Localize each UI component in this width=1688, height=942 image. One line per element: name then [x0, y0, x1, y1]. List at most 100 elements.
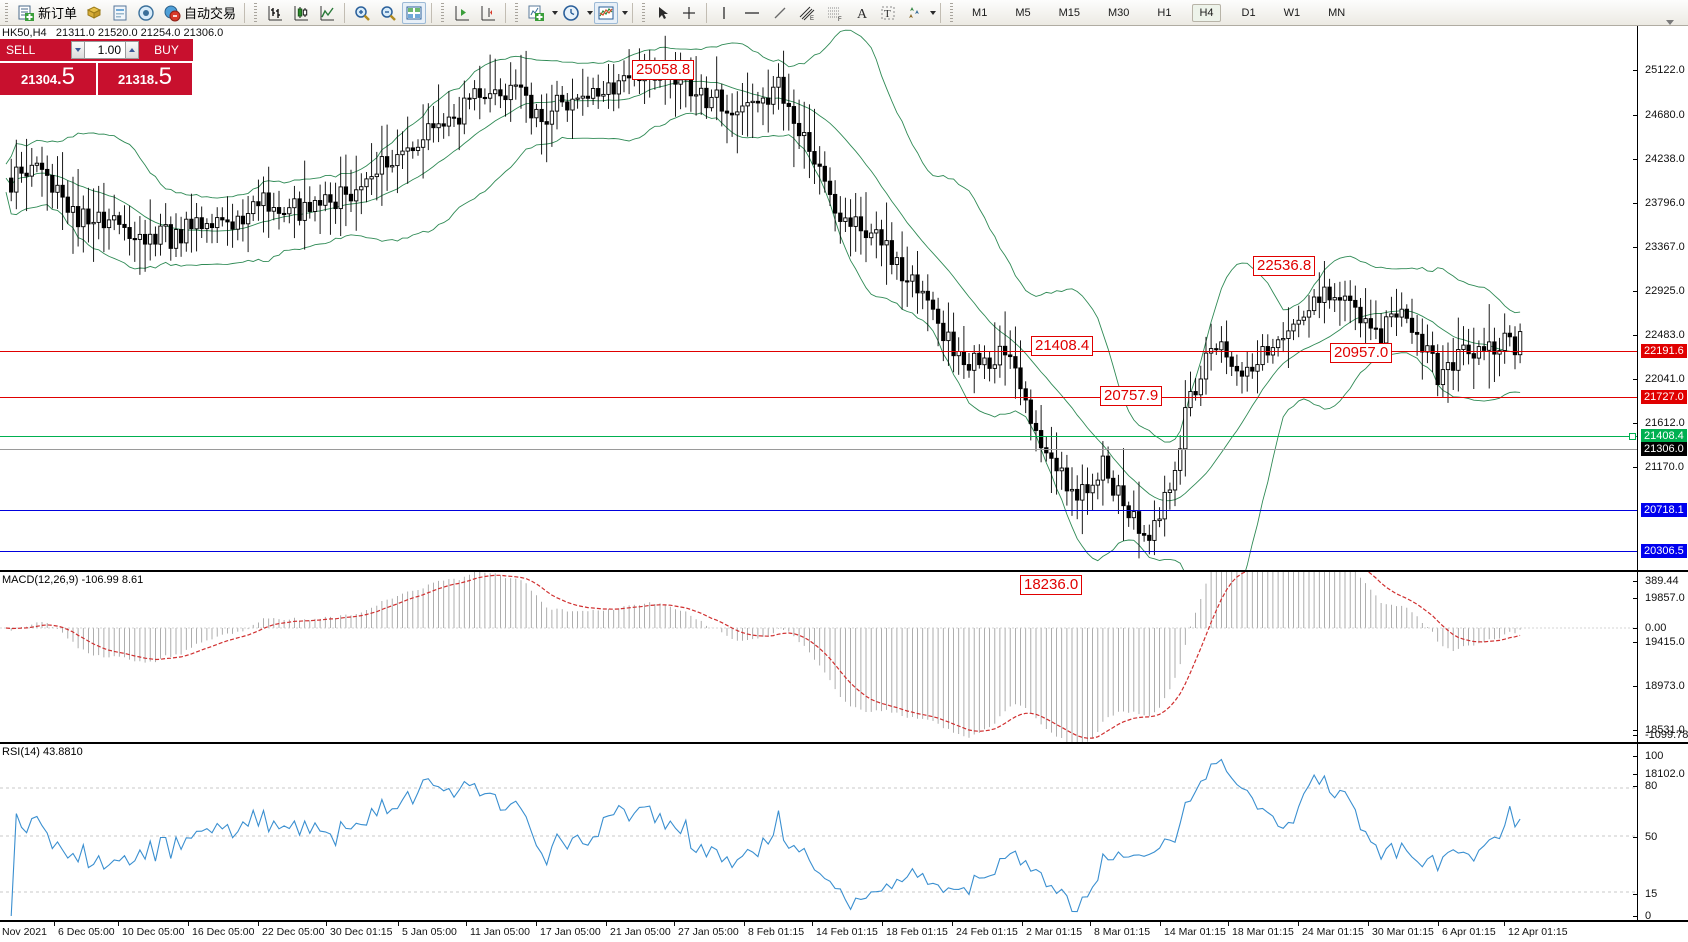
level-line[interactable] [0, 510, 1637, 511]
timeframe-m30[interactable]: M30 [1108, 6, 1130, 19]
toolbar-divider-5 [632, 2, 634, 23]
rsi-axis-label: 80 [1645, 780, 1658, 792]
chart-shift-icon[interactable] [450, 2, 474, 24]
grid-icon[interactable] [402, 1, 427, 24]
price-marker-red[interactable]: 21727.0 [1641, 390, 1687, 404]
price-marker-blue[interactable]: 20306.5 [1641, 544, 1687, 558]
price-axis-label: 24680.0 [1645, 109, 1685, 121]
price-annotation[interactable]: 20757.9 [1100, 386, 1163, 406]
timeframe-d1[interactable]: D1 [1241, 6, 1256, 19]
objects-dropdown-icon[interactable] [930, 10, 937, 15]
auto-scroll-icon[interactable] [476, 2, 500, 24]
time-axis-tick [1160, 922, 1161, 926]
main-toolbar: 新订单 [0, 0, 1688, 26]
price-axis-tick [1633, 598, 1637, 599]
sell-price[interactable]: 21304 . 5 [0, 61, 96, 95]
indicators-icon[interactable] [524, 2, 548, 24]
price-axis-tick [1633, 467, 1637, 468]
price-marker-black[interactable]: 21306.0 [1641, 442, 1687, 456]
periods-dropdown-icon[interactable] [587, 10, 594, 15]
toolbar-grip-4[interactable] [513, 2, 521, 23]
crosshair-icon[interactable] [677, 2, 701, 24]
level-line[interactable] [0, 449, 1637, 450]
templates-dropdown-icon[interactable] [622, 10, 629, 15]
zoom-out-icon[interactable] [376, 2, 400, 24]
bar-chart-icon[interactable] [263, 2, 287, 24]
rsi-axis-label: 50 [1645, 831, 1658, 843]
level-line[interactable] [0, 436, 1637, 437]
time-axis-tick [118, 922, 119, 926]
svg-text:E: E [810, 16, 814, 22]
timeframe-w1[interactable]: W1 [1283, 6, 1301, 19]
toolbar-grip-3[interactable] [439, 2, 447, 23]
level-line[interactable] [0, 351, 1637, 352]
svg-text:T: T [884, 8, 891, 20]
toolbar-grip[interactable] [3, 2, 10, 23]
indicators-dropdown-icon[interactable] [552, 10, 559, 15]
market-watch-icon[interactable]: 自动交易 [160, 2, 239, 24]
macd-plot[interactable] [0, 572, 1688, 742]
candlestick-chart-icon[interactable] [289, 2, 313, 24]
trendline-icon[interactable] [768, 2, 792, 24]
time-axis-label: 22 Dec 05:00 [262, 926, 325, 938]
price-marker-green[interactable]: 21408.4 [1641, 429, 1687, 443]
cursor-icon[interactable] [651, 2, 675, 24]
timeframe-m15[interactable]: M15 [1058, 6, 1080, 19]
buy-price-dot: . [154, 71, 159, 88]
horizontal-line-icon[interactable] [738, 2, 766, 24]
data-window-icon[interactable] [108, 2, 132, 24]
objects-list-icon[interactable] [902, 2, 926, 24]
navigator-icon[interactable] [134, 2, 158, 24]
price-annotation[interactable]: 20957.0 [1330, 343, 1393, 363]
volume-decrement-icon[interactable] [71, 41, 85, 59]
time-axis-tick [1228, 922, 1229, 926]
one-click-trading-panel[interactable]: SELL 1.00 BUY 21304 . 5 21318 . 5 [0, 39, 193, 95]
zoom-in-icon[interactable] [350, 2, 374, 24]
price-marker-red[interactable]: 22191.6 [1641, 344, 1687, 358]
time-axis-tick [812, 922, 813, 926]
price-pane[interactable]: 25122.0 24680.0 24238.0 23796.0 23367.0 22925… [0, 26, 1688, 780]
trade-panel-top-row: SELL 1.00 BUY [0, 39, 193, 61]
volume-increment-icon[interactable] [125, 41, 139, 59]
timeframe-mn[interactable]: MN [1328, 6, 1346, 19]
toolbar-grip-2[interactable] [252, 2, 260, 23]
level-line[interactable] [0, 397, 1637, 398]
price-marker-blue[interactable]: 20718.1 [1641, 503, 1687, 517]
toolbar-divider-7 [940, 2, 942, 23]
price-annotation[interactable]: 25058.8 [632, 60, 695, 80]
price-plot[interactable] [0, 26, 1688, 570]
price-annotation[interactable]: 21408.4 [1031, 336, 1094, 356]
macd-pane[interactable]: MACD(12,26,9) -106.99 8.61 389.44 0.00 -10… [0, 571, 1688, 743]
price-annotation[interactable]: 18236.0 [1020, 575, 1083, 595]
expert-advisor-icon[interactable] [82, 2, 106, 24]
chart-collapse-icon[interactable] [1666, 20, 1674, 25]
rsi-axis-line [1637, 744, 1638, 920]
new-order-button[interactable]: 新订单 [14, 2, 80, 24]
buy-button[interactable]: BUY [140, 39, 193, 61]
periods-icon[interactable] [559, 2, 583, 24]
sell-button[interactable]: SELL [0, 39, 70, 61]
time-axis[interactable]: Nov 2021 6 Dec 05:00 10 Dec 05:00 16 Dec 05… [0, 921, 1688, 942]
timeframe-h4[interactable]: H4 [1192, 3, 1221, 22]
fibonacci-icon[interactable]: F [822, 2, 848, 24]
volume-stepper[interactable]: 1.00 [70, 39, 140, 61]
rsi-plot[interactable] [0, 744, 1688, 920]
equidistant-channel-icon[interactable]: E [794, 2, 820, 24]
price-annotation[interactable]: 22536.8 [1253, 256, 1316, 276]
level-anchor-handle[interactable] [1629, 433, 1636, 440]
text-icon[interactable]: A [850, 2, 874, 24]
toolbar-grip-5[interactable] [640, 2, 648, 23]
toolbar-grip-6[interactable] [948, 2, 956, 23]
price-axis-tick [1633, 247, 1637, 248]
volume-input[interactable]: 1.00 [85, 41, 125, 59]
timeframe-h1[interactable]: H1 [1157, 6, 1172, 19]
level-line[interactable] [0, 551, 1637, 552]
buy-price[interactable]: 21318 . 5 [96, 61, 192, 95]
timeframe-m1[interactable]: M1 [972, 6, 988, 19]
templates-icon[interactable] [594, 1, 619, 24]
vertical-line-icon[interactable] [712, 2, 736, 24]
rsi-pane[interactable]: RSI(14) 43.8810 100 80 50 15 0 [0, 743, 1688, 922]
timeframe-m5[interactable]: M5 [1015, 6, 1031, 19]
line-chart-icon[interactable] [315, 2, 339, 24]
text-label-icon[interactable]: T [876, 2, 900, 24]
